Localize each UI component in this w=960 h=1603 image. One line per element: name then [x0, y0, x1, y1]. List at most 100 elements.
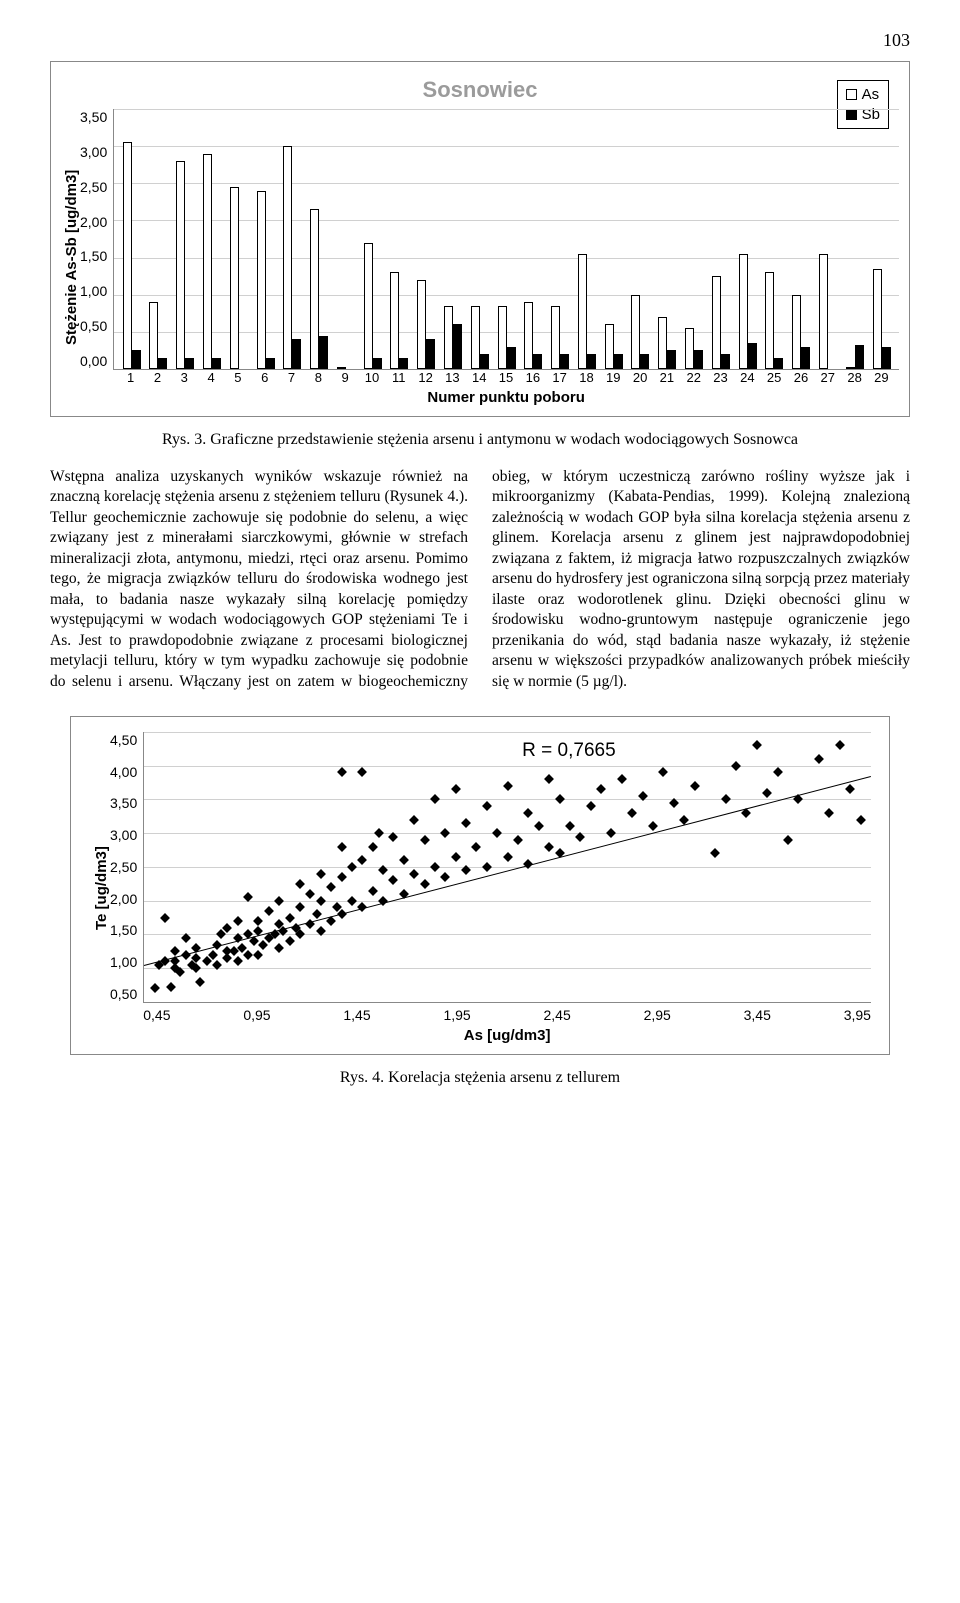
bar-as — [765, 272, 774, 369]
bar-sb — [373, 358, 382, 369]
bar-sb — [266, 358, 275, 369]
bar-as — [498, 306, 507, 369]
bar-group — [520, 109, 547, 369]
x-tick: 3 — [171, 370, 198, 385]
r-label: R = 0,7665 — [522, 740, 616, 762]
bar-as — [685, 328, 694, 369]
scatter-x-tick: 0,45 — [143, 1007, 170, 1023]
bar-sb — [855, 345, 864, 370]
bar-sb — [132, 350, 141, 369]
x-tick: 16 — [519, 370, 546, 385]
scatter-y-tick: 2,00 — [110, 891, 137, 907]
x-tick: 5 — [225, 370, 252, 385]
bar-as — [551, 306, 560, 369]
bar-chart-container: Sosnowiec As Sb Stężenie As-Sb [ug/dm3] … — [50, 61, 910, 417]
y-ticks: 3,503,002,502,001,501,000,500,00 — [80, 109, 113, 369]
x-tick: 27 — [814, 370, 841, 385]
x-tick: 7 — [278, 370, 305, 385]
x-tick: 15 — [493, 370, 520, 385]
scatter-x-tick: 3,95 — [844, 1007, 871, 1023]
bar-group — [627, 109, 654, 369]
bar-plot-area — [113, 109, 899, 370]
bar-sb — [560, 354, 569, 369]
bar-group — [386, 109, 413, 369]
bar-group — [279, 109, 306, 369]
bar-sb — [158, 358, 167, 369]
bar-as — [123, 142, 132, 369]
bar-sb — [507, 347, 516, 369]
y-tick: 1,50 — [80, 248, 107, 264]
x-tick: 26 — [788, 370, 815, 385]
bar-as — [257, 191, 266, 369]
bar-as — [792, 295, 801, 369]
x-tick: 14 — [466, 370, 493, 385]
y-tick: 0,50 — [80, 318, 107, 334]
x-tick: 2 — [144, 370, 171, 385]
bar-sb — [453, 324, 462, 369]
scatter-x-tick: 3,45 — [744, 1007, 771, 1023]
x-tick: 9 — [332, 370, 359, 385]
bar-group — [172, 109, 199, 369]
bar-group — [493, 109, 520, 369]
bar-sb — [667, 350, 676, 369]
x-tick: 4 — [198, 370, 225, 385]
bar-sb — [721, 354, 730, 369]
scatter-y-tick: 3,00 — [110, 827, 137, 843]
bar-group — [788, 109, 815, 369]
bar-as — [524, 302, 533, 369]
scatter-y-tick: 4,00 — [110, 764, 137, 780]
scatter-y-label: Te [ug/dm3] — [89, 732, 110, 1044]
bar-group — [118, 109, 145, 369]
scatter-x-tick: 2,95 — [644, 1007, 671, 1023]
x-axis-label: Numer punktu poboru — [113, 389, 899, 406]
scatter-x-tick: 1,45 — [343, 1007, 370, 1023]
x-tick: 13 — [439, 370, 466, 385]
bar-sb — [426, 339, 435, 369]
scatter-y-ticks: 4,504,003,503,002,502,001,501,000,50 — [110, 732, 143, 1002]
bar-sb — [801, 347, 810, 369]
bar-sb — [212, 358, 221, 369]
y-tick: 3,00 — [80, 144, 107, 160]
bar-as — [417, 280, 426, 369]
x-tick: 1 — [117, 370, 144, 385]
x-tick: 22 — [680, 370, 707, 385]
bar-group — [547, 109, 574, 369]
bar-group — [306, 109, 333, 369]
scatter-x-tick: 2,45 — [544, 1007, 571, 1023]
x-ticks: 1234567891011121314151617181920212223242… — [113, 370, 899, 385]
scatter-x-tick: 1,95 — [443, 1007, 470, 1023]
bar-group — [199, 109, 226, 369]
bar-sb — [185, 358, 194, 369]
bar-as — [873, 269, 882, 369]
bar-group — [440, 109, 467, 369]
page-number: 103 — [50, 30, 910, 51]
scatter-y-tick: 2,50 — [110, 859, 137, 875]
bar-sb — [480, 354, 489, 369]
x-tick: 24 — [734, 370, 761, 385]
bar-sb — [694, 350, 703, 369]
x-tick: 6 — [251, 370, 278, 385]
x-tick: 12 — [412, 370, 439, 385]
bar-group — [600, 109, 627, 369]
bar-group — [841, 109, 868, 369]
scatter-y-tick: 1,50 — [110, 922, 137, 938]
x-tick: 21 — [654, 370, 681, 385]
y-tick: 0,00 — [80, 353, 107, 369]
x-tick: 28 — [841, 370, 868, 385]
bar-as — [176, 161, 185, 369]
bar-group — [734, 109, 761, 369]
bar-sb — [319, 336, 328, 369]
bar-sb — [614, 354, 623, 369]
legend-label-as: As — [862, 85, 880, 105]
bar-as — [230, 187, 239, 369]
scatter-chart-container: Te [ug/dm3] 4,504,003,503,002,502,001,50… — [70, 716, 890, 1055]
scatter-x-ticks: 0,450,951,451,952,452,953,453,95 — [143, 1007, 871, 1023]
bar-as — [364, 243, 373, 369]
bar-group — [761, 109, 788, 369]
bar-sb — [774, 358, 783, 369]
x-tick: 11 — [385, 370, 412, 385]
bar-as — [149, 302, 158, 369]
bar-group — [333, 109, 360, 369]
bar-group — [252, 109, 279, 369]
figure-caption-1: Rys. 3. Graficzne przedstawienie stężeni… — [50, 431, 910, 449]
